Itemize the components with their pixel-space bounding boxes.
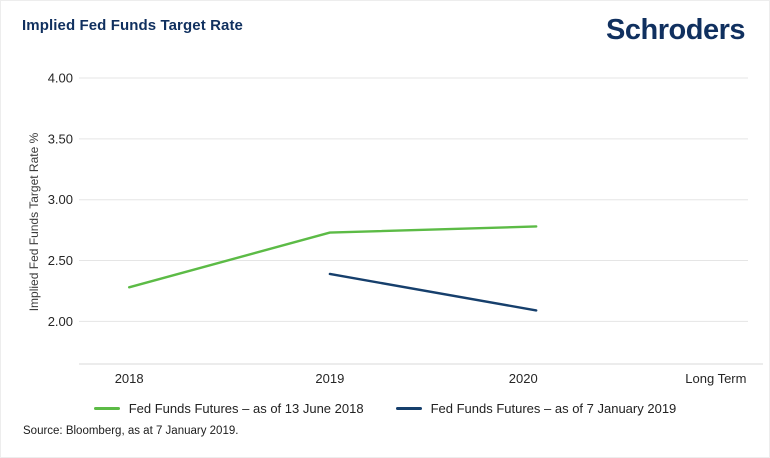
y-axis-tick-label: 3.50 xyxy=(48,131,73,146)
legend-item: Fed Funds Futures – as of 13 June 2018 xyxy=(93,401,364,416)
y-axis-tick-label: 4.00 xyxy=(48,71,73,86)
legend-label: Fed Funds Futures – as of 13 June 2018 xyxy=(128,401,364,416)
source-note: Source: Bloomberg, as at 7 January 2019. xyxy=(23,425,239,437)
x-axis-tick-label: 2018 xyxy=(115,371,144,386)
x-axis-tick-label: 2019 xyxy=(315,371,344,386)
schroders-logo: Schroders xyxy=(606,14,745,46)
legend-swatch xyxy=(93,407,120,410)
x-axis-tick-label: Long Term xyxy=(685,371,746,386)
x-axis-tick-label: 2020 xyxy=(509,371,538,386)
legend-label: Fed Funds Futures – as of 7 January 2019 xyxy=(430,401,677,416)
y-axis-tick-label: 2.50 xyxy=(48,253,73,268)
series-line-1 xyxy=(127,225,538,289)
legend-swatch xyxy=(395,407,422,410)
y-axis-tick-label: 3.00 xyxy=(48,192,73,207)
chart-legend: Fed Funds Futures – as of 13 June 2018 Fe… xyxy=(1,401,769,416)
legend-item: Fed Funds Futures – as of 7 January 2019 xyxy=(395,401,677,416)
series-line-2 xyxy=(328,272,538,312)
chart-title: Implied Fed Funds Target Rate xyxy=(22,17,243,34)
y-axis-tick-label: 2.00 xyxy=(48,314,73,329)
